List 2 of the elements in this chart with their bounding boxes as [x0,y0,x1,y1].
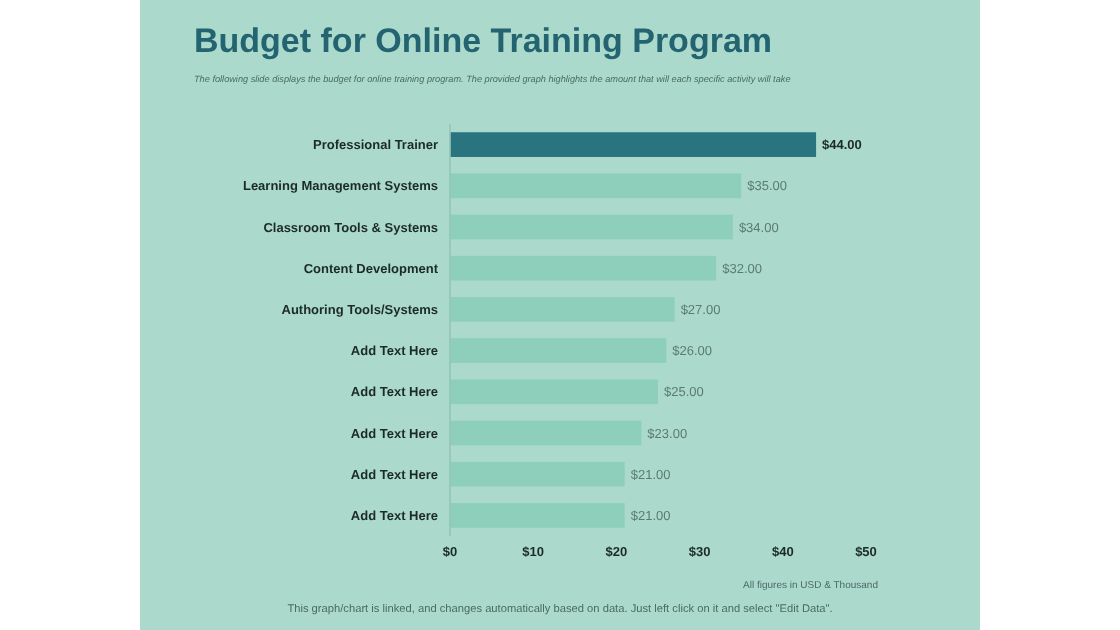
chart-title: Budget for Online Training Program [194,22,773,60]
bar [450,132,817,157]
